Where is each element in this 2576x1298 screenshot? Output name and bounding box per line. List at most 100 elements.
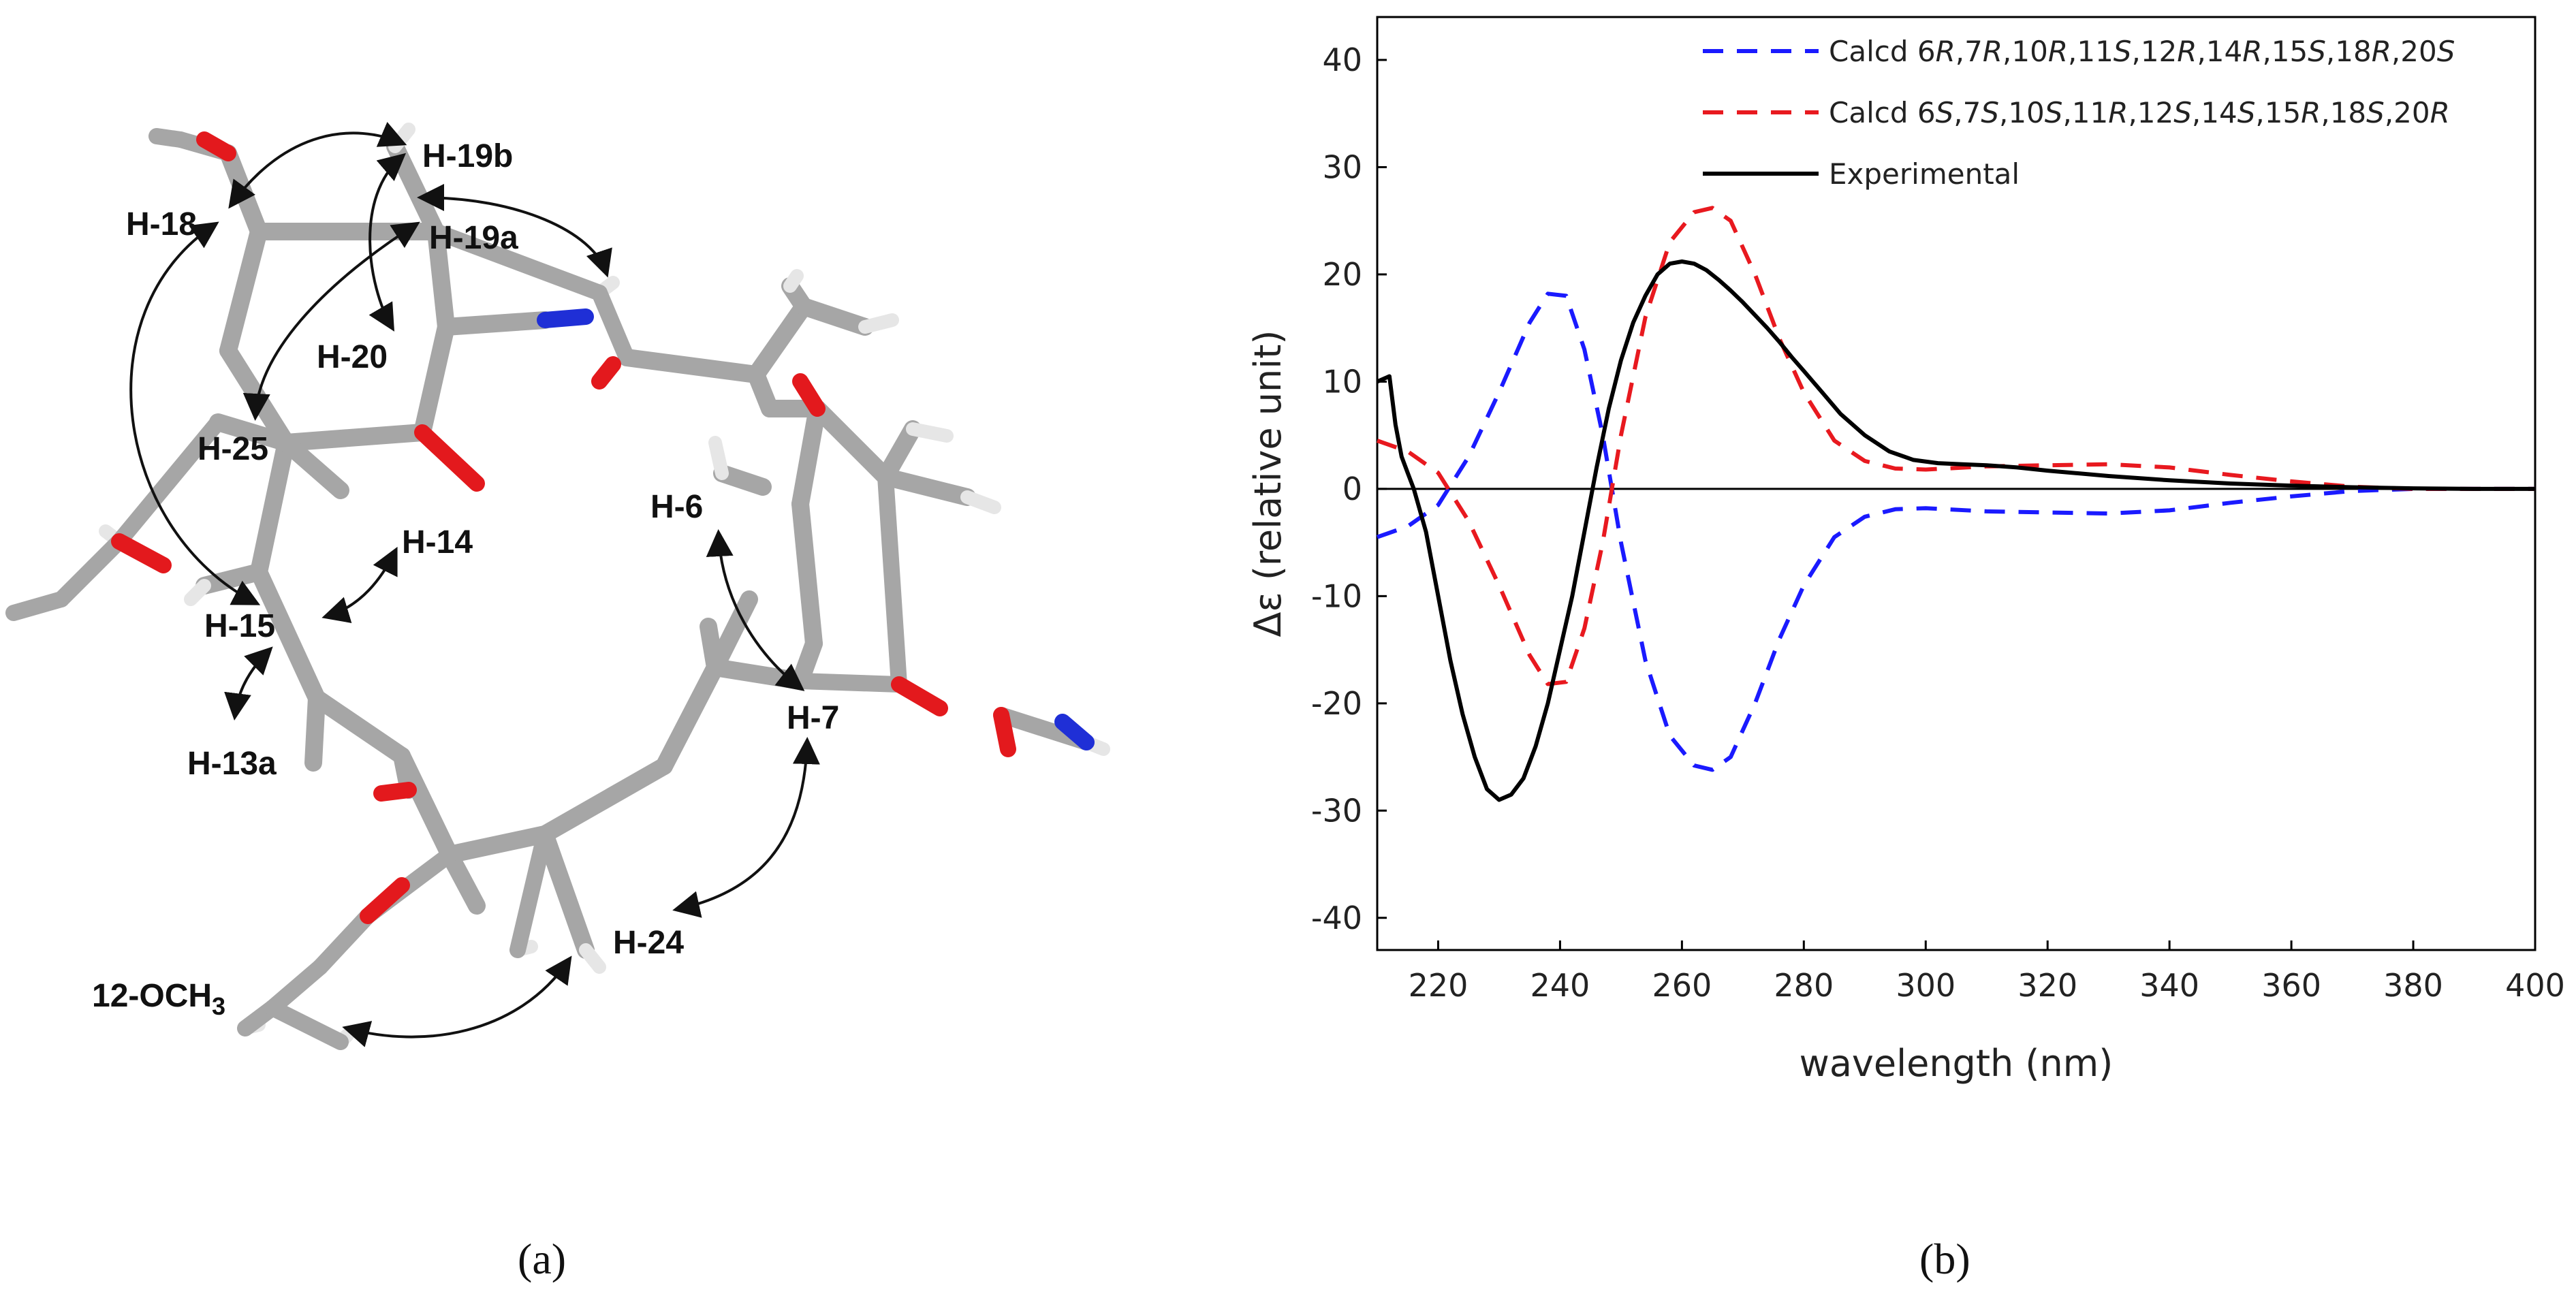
arrow-h19b-h20 — [368, 153, 407, 332]
x-tick-label: 300 — [1896, 967, 1955, 1004]
y-axis-ticks: -40 -30 -20 -10 0 10 20 30 40 — [1311, 42, 1387, 936]
plot-frame — [1376, 16, 2536, 951]
legend-label-part: ,12 — [2131, 35, 2177, 68]
label-h15: H-15 — [204, 608, 275, 644]
legend-label-part: ,11 — [2068, 35, 2114, 68]
caption-b: (b) — [1919, 1235, 1970, 1283]
label-h20: H-20 — [317, 339, 388, 375]
label-12-och3: 12-OCH3 — [92, 978, 225, 1020]
label-h7: H-7 — [787, 700, 839, 736]
caption-a: (a) — [518, 1235, 566, 1283]
x-tick-label: 280 — [1774, 967, 1834, 1004]
label-h25: H-25 — [198, 431, 268, 467]
x-tick-label: 340 — [2139, 967, 2199, 1004]
arrow-h14-h15 — [321, 546, 398, 623]
legend-label-part: S — [2237, 96, 2256, 129]
x-tick-label: 220 — [1409, 967, 1468, 1004]
legend-label-part: R — [1983, 35, 2002, 68]
x-tick-label: 400 — [2505, 967, 2565, 1004]
legend-label-part: R — [2430, 96, 2450, 129]
arrow-h15-h13a — [224, 646, 273, 721]
legend-label-part: R — [2301, 96, 2321, 129]
molecule-panel: H-18 H-19b H-19a H-20 H-25 H-14 H-15 H-1… — [5, 122, 1110, 1283]
legend-label-1: Calcd 6R,7R,10R,11S,12R,14R,15S,18R,20S — [1829, 35, 2455, 68]
hydrogen-bonds — [7, 123, 1110, 1049]
arrow-h18-h19b — [228, 122, 407, 209]
x-tick-label: 380 — [2383, 967, 2443, 1004]
legend-label-3: Experimental — [1829, 157, 2020, 191]
legend: Calcd 6R,7R,10R,11S,12R,14R,15S,18R,20SC… — [1703, 35, 2455, 191]
arrow-h19a-h20 — [417, 184, 612, 278]
legend-label-part: ,10 — [1999, 96, 2045, 129]
y-tick-label: -40 — [1311, 900, 1362, 936]
y-tick-label: 0 — [1342, 471, 1362, 507]
oxygen-bonds — [111, 131, 1016, 924]
legend-label-part: ,7 — [1953, 96, 1981, 129]
legend-label-part: S — [1936, 96, 1954, 129]
legend-label-part: S — [1981, 96, 1999, 129]
legend-label-2: Calcd 6S,7S,10S,11R,12S,14S,15R,18S,20R — [1829, 96, 2450, 129]
x-tick-label: 360 — [2261, 967, 2321, 1004]
legend-label-part: ,12 — [2128, 96, 2173, 129]
legend-label-part: ,15 — [2262, 35, 2308, 68]
nitrogen-bonds — [537, 308, 1095, 750]
arrow-h7-h24 — [672, 737, 820, 918]
series-lines — [1376, 206, 2535, 802]
legend-label-part: R — [2242, 35, 2262, 68]
series-line-2 — [1377, 206, 2535, 686]
arrow-h18-h15 — [129, 221, 261, 605]
x-axis-title: wavelength (nm) — [1800, 1042, 2114, 1085]
y-tick-label: -30 — [1311, 792, 1362, 829]
y-tick-label: 20 — [1322, 256, 1362, 293]
x-axis-ticks: 220 240 260 280 300 320 340 360 380 400 — [1409, 940, 2565, 1004]
y-axis-title: Δε (relative unit) — [1246, 330, 1289, 637]
legend-label-part: R — [2372, 35, 2391, 68]
label-h6: H-6 — [650, 489, 703, 525]
legend-label-part: ,20 — [2391, 35, 2437, 68]
side-bonds — [5, 128, 1095, 1050]
label-12-och3-subscript: 3 — [212, 992, 225, 1020]
legend-label-part: ,18 — [2326, 35, 2372, 68]
label-h24: H-24 — [613, 925, 684, 961]
legend-label-part: R — [2108, 96, 2128, 129]
legend-label-part: ,14 — [2192, 96, 2237, 129]
label-h19a: H-19a — [429, 220, 518, 256]
label-h13a: H-13a — [187, 746, 277, 782]
legend-label-part: ,10 — [2002, 35, 2048, 68]
legend-label-part: S — [2045, 96, 2063, 129]
noe-arrows — [129, 122, 820, 1047]
legend-label-part: Calcd 6 — [1829, 35, 1936, 68]
legend-label-part: ,14 — [2197, 35, 2242, 68]
label-12-och3-main: 12-OCH — [92, 978, 212, 1014]
arrow-h6-h7 — [706, 529, 805, 691]
legend-label-part: S — [2114, 35, 2132, 68]
y-tick-label: -20 — [1311, 685, 1362, 722]
legend-label-part: S — [2366, 96, 2385, 129]
y-tick-label: 30 — [1322, 148, 1362, 185]
legend-label-part: Calcd 6 — [1829, 96, 1936, 129]
x-tick-label: 240 — [1530, 967, 1590, 1004]
arrow-och3-h24 — [342, 955, 572, 1047]
legend-label-part: ,15 — [2255, 96, 2301, 129]
legend-label-part: ,11 — [2062, 96, 2108, 129]
legend-label-part: S — [2437, 35, 2455, 68]
legend-label-part: R — [2048, 35, 2068, 68]
carbon-bonds — [195, 138, 976, 959]
label-h19b: H-19b — [422, 138, 513, 174]
legend-label-part: R — [2177, 35, 2197, 68]
x-tick-label: 260 — [1652, 967, 1712, 1004]
legend-label-part: ,20 — [2385, 96, 2430, 129]
label-h18: H-18 — [126, 206, 197, 242]
legend-label-part: ,7 — [1955, 35, 1983, 68]
series-line-3 — [1376, 259, 2535, 802]
legend-label-part: S — [2308, 35, 2326, 68]
y-tick-label: 40 — [1322, 42, 1362, 78]
arrow-h19a-h25 — [242, 221, 420, 421]
series-line-1 — [1377, 291, 2535, 772]
legend-label-part: S — [2173, 96, 2192, 129]
y-tick-label: -10 — [1311, 577, 1362, 614]
legend-label-part: Experimental — [1829, 157, 2020, 191]
y-tick-label: 10 — [1322, 363, 1362, 400]
x-tick-label: 320 — [2017, 967, 2077, 1004]
